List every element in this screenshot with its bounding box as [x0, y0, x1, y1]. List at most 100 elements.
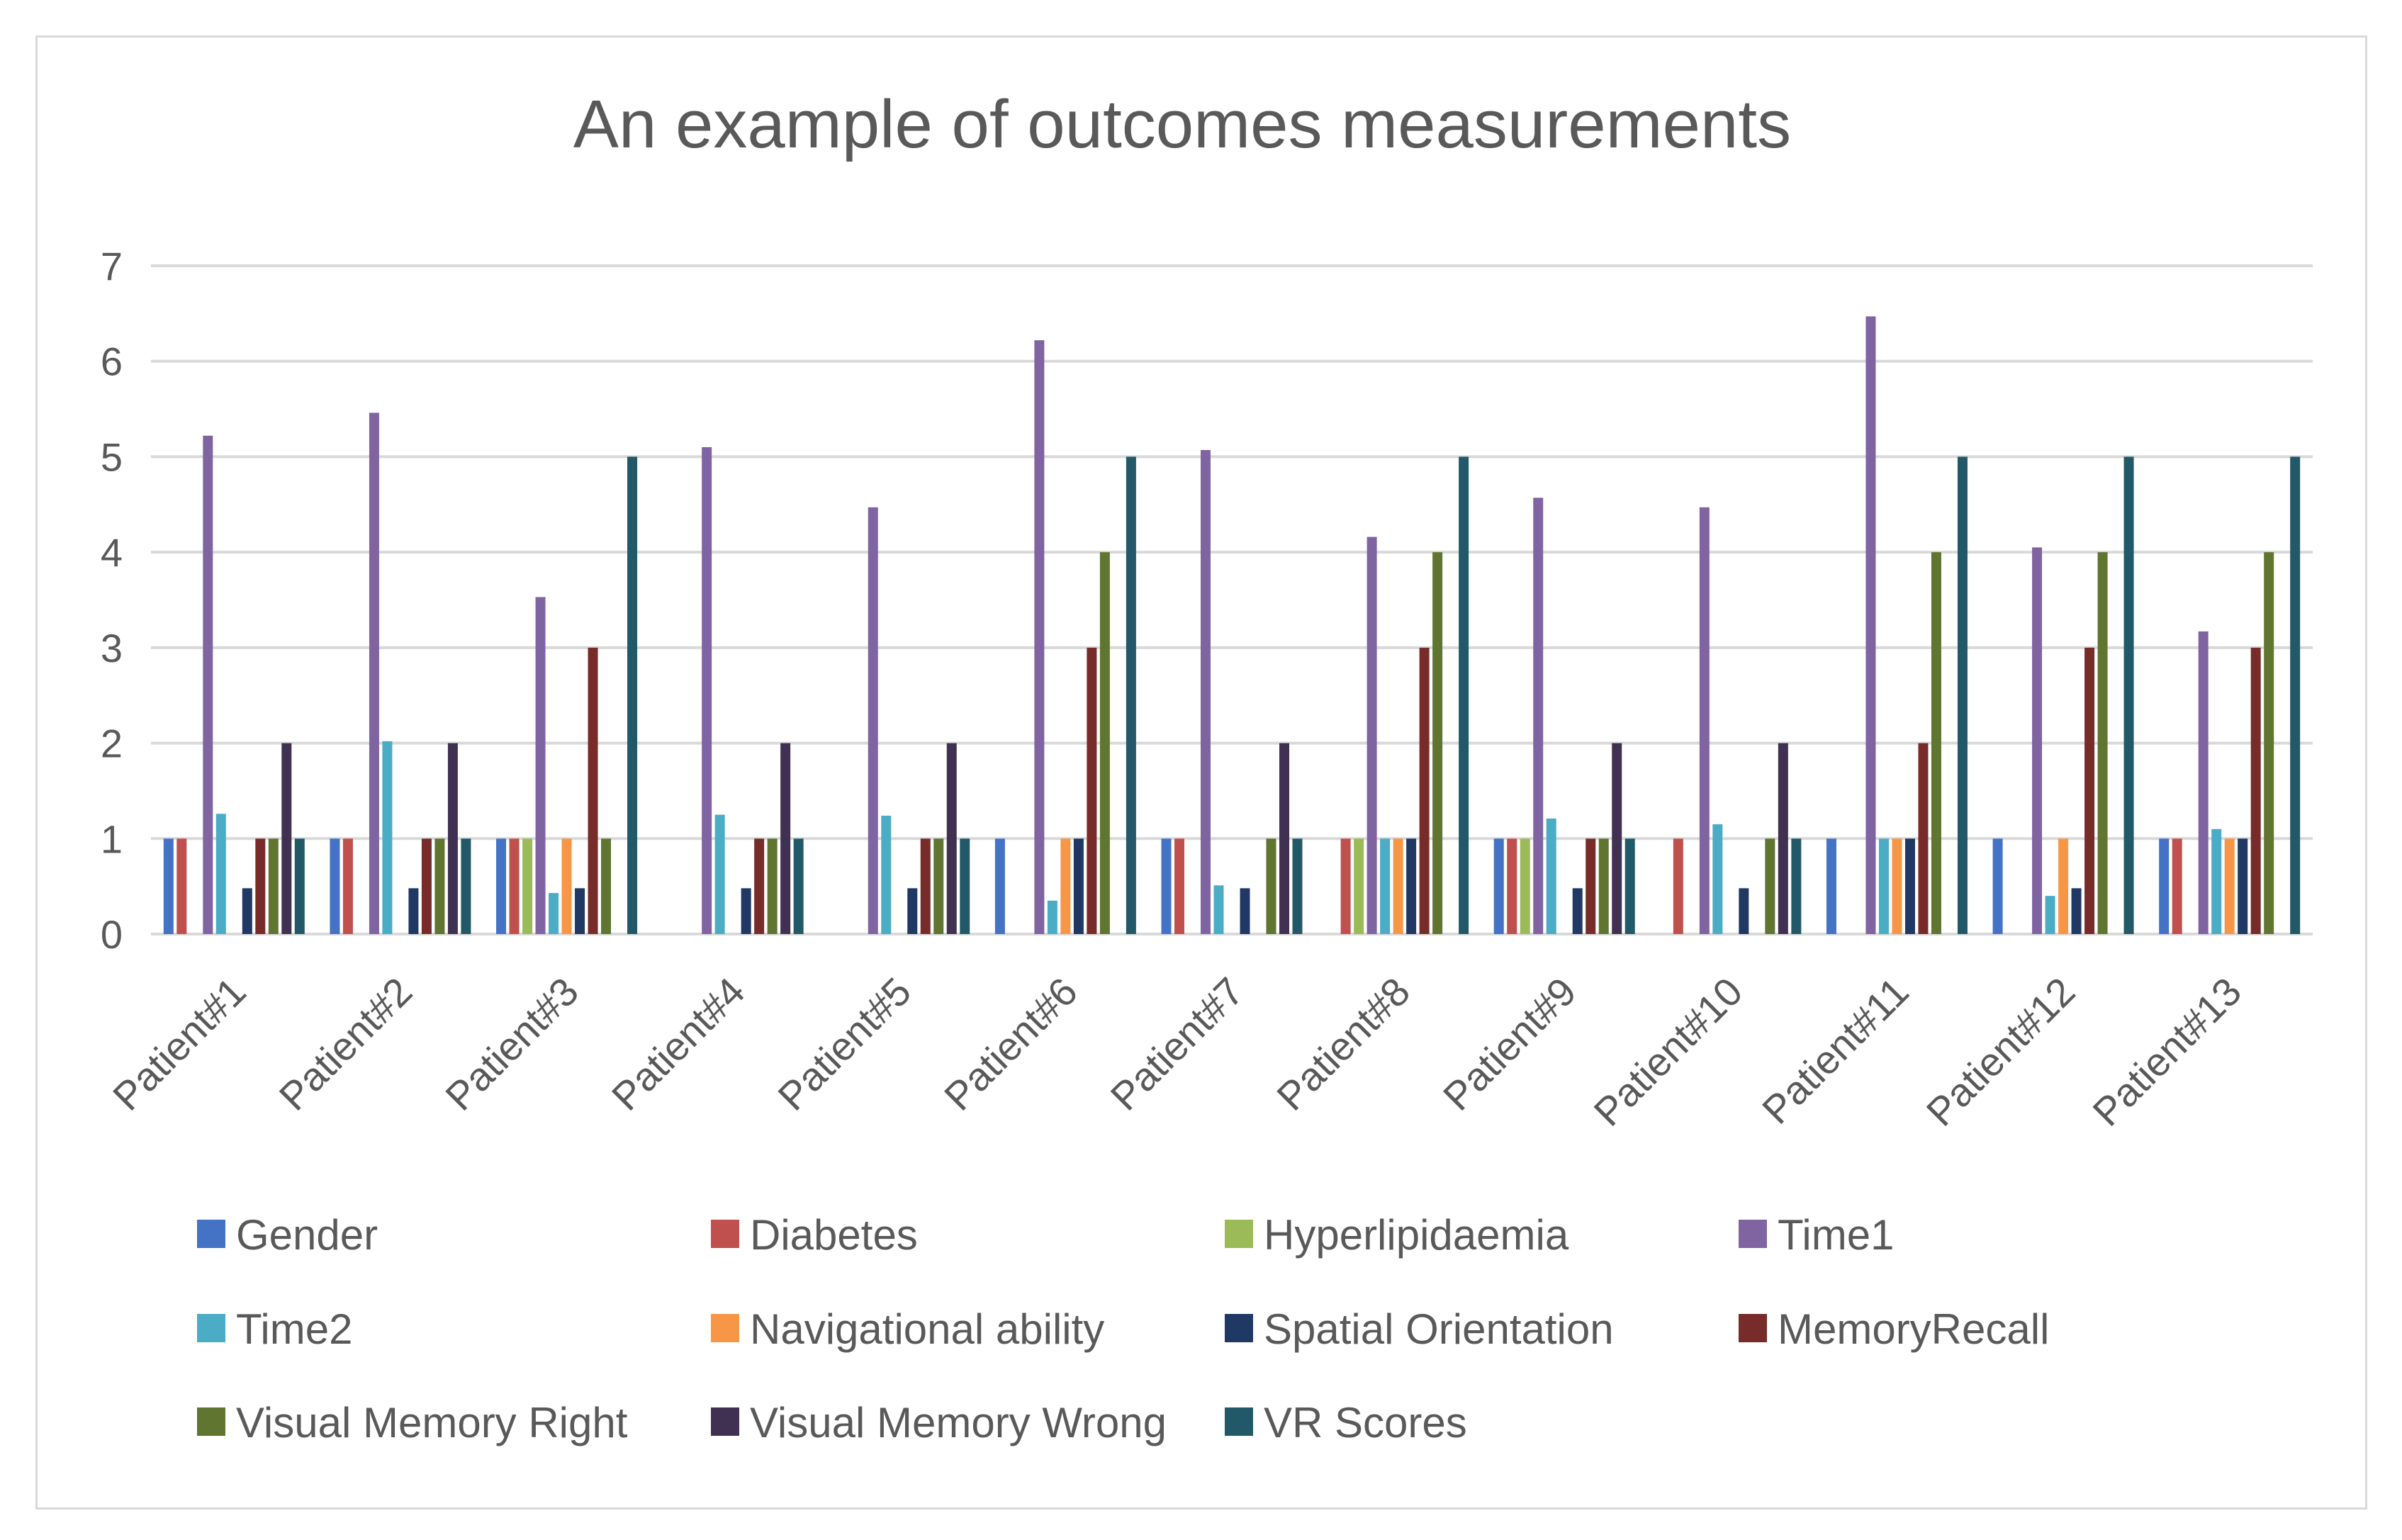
- bar-spatial-orientation-patient-10: [1739, 888, 1749, 934]
- gridlines: [151, 264, 2313, 935]
- bar-diabetes-patient-8: [1340, 838, 1351, 934]
- bar-time2-patient-1: [215, 814, 226, 934]
- bar-navigational-ability-patient-12: [2058, 838, 2069, 934]
- bar-diabetes-patient-13: [2172, 838, 2182, 934]
- legend: Gender Diabetes Hyperlipidaemia Time1 Time2 N…: [197, 1211, 2049, 1446]
- bar-time2-patient-4: [714, 814, 725, 934]
- bar-vr-scores-patient-3: [627, 456, 638, 934]
- bar-diabetes-patient-1: [176, 838, 187, 934]
- legend-item-gender: Gender: [197, 1211, 378, 1259]
- bar-spatial-orientation-patient-7: [1240, 888, 1250, 934]
- legend-swatch-hyperlipidaemia: [1225, 1220, 1253, 1248]
- legend-swatch-visual-memory-wrong: [711, 1407, 739, 1436]
- bar-time2-patient-6: [1047, 900, 1057, 934]
- bar-time1-patient-5: [868, 507, 878, 934]
- bar-gender-patient-12: [1992, 838, 2003, 934]
- x-category-label-patient-10: Patient#10: [1585, 969, 1751, 1135]
- bar-gender-patient-6: [994, 838, 1005, 934]
- bar-visual-memory-wrong-patient-9: [1612, 743, 1622, 934]
- y-tick-label-2: 2: [101, 721, 123, 766]
- bar-visual-memory-right-patient-3: [601, 838, 612, 934]
- x-category-label-patient-7: Patient#7: [1102, 969, 1252, 1119]
- bar-time2-patient-10: [1712, 824, 1723, 934]
- bar-visual-memory-wrong-patient-2: [447, 743, 458, 934]
- legend-swatch-time1: [1739, 1220, 1767, 1248]
- bar-spatial-orientation-patient-4: [741, 888, 751, 934]
- y-tick-label-4: 4: [101, 530, 123, 575]
- legend-item-time1: Time1: [1739, 1211, 1894, 1259]
- bar-time1-patient-13: [2198, 631, 2209, 934]
- legend-swatch-diabetes: [711, 1220, 739, 1248]
- bar-visual-memory-right-patient-8: [1432, 552, 1443, 934]
- bar-memoryrecall-patient-5: [920, 838, 931, 934]
- bar-visual-memory-right-patient-6: [1099, 552, 1110, 934]
- legend-swatch-navigational-ability: [711, 1314, 739, 1342]
- bar-memoryrecall-patient-11: [1918, 743, 1929, 934]
- bar-time1-patient-10: [1699, 507, 1710, 934]
- bar-spatial-orientation-patient-1: [242, 888, 252, 934]
- bar-time1-patient-8: [1366, 536, 1377, 934]
- bar-vr-scores-patient-13: [2290, 456, 2301, 934]
- bar-visual-memory-right-patient-10: [1765, 838, 1775, 934]
- bar-spatial-orientation-patient-2: [408, 888, 419, 934]
- legend-swatch-vr-scores: [1225, 1407, 1253, 1436]
- legend-label-time1: Time1: [1778, 1211, 1894, 1259]
- bar-navigational-ability-patient-13: [2224, 838, 2235, 934]
- bar-visual-memory-wrong-patient-10: [1778, 743, 1788, 934]
- bar-time1-patient-9: [1533, 498, 1544, 934]
- bar-vr-scores-patient-6: [1126, 456, 1136, 934]
- bar-memoryrecall-patient-9: [1586, 838, 1596, 934]
- bar-time2-patient-11: [1878, 838, 1889, 934]
- legend-label-vr-scores: VR Scores: [1264, 1399, 1467, 1446]
- y-tick-label-5: 5: [101, 434, 123, 479]
- bar-time1-patient-4: [702, 446, 712, 934]
- legend-swatch-time2: [197, 1314, 225, 1342]
- y-tick-label-7: 7: [101, 244, 123, 288]
- bar-time1-patient-7: [1201, 449, 1211, 934]
- bar-gender-patient-1: [163, 838, 174, 934]
- bar-memoryrecall-patient-6: [1087, 647, 1097, 934]
- legend-swatch-gender: [197, 1220, 225, 1248]
- bar-visual-memory-right-patient-5: [933, 838, 944, 934]
- bar-vr-scores-patient-11: [1957, 456, 1968, 934]
- bar-time2-patient-9: [1546, 818, 1556, 934]
- x-category-label-patient-12: Patient#12: [1918, 969, 2084, 1135]
- legend-swatch-memoryrecall: [1739, 1314, 1767, 1342]
- bar-spatial-orientation-patient-5: [907, 888, 918, 934]
- bar-visual-memory-right-patient-9: [1598, 838, 1609, 934]
- bar-navigational-ability-patient-8: [1393, 838, 1403, 934]
- bar-memoryrecall-patient-1: [255, 838, 266, 934]
- bar-gender-patient-9: [1493, 838, 1504, 934]
- x-category-label-patient-8: Patient#8: [1268, 969, 1418, 1119]
- y-tick-label-3: 3: [101, 626, 123, 670]
- bar-time1-patient-11: [1865, 316, 1876, 934]
- bar-spatial-orientation-patient-9: [1572, 888, 1583, 934]
- legend-item-hyperlipidaemia: Hyperlipidaemia: [1225, 1211, 1569, 1259]
- bar-vr-scores-patient-8: [1459, 456, 1469, 934]
- legend-swatch-spatial-orientation: [1225, 1314, 1253, 1342]
- x-axis-category-labels: Patient#1 Patient#2 Patient#3 Patient#4 Pati…: [104, 969, 2250, 1135]
- legend-item-navigational-ability: Navigational ability: [711, 1305, 1104, 1353]
- bar-diabetes-patient-2: [342, 838, 353, 934]
- bar-navigational-ability-patient-6: [1060, 838, 1071, 934]
- bar-time2-patient-13: [2211, 828, 2222, 934]
- bar-spatial-orientation-patient-3: [575, 888, 585, 934]
- bar-navigational-ability-patient-3: [561, 838, 572, 934]
- bar-spatial-orientation-patient-8: [1406, 838, 1417, 934]
- bar-time1-patient-2: [369, 412, 379, 934]
- bar-time2-patient-5: [881, 815, 892, 934]
- x-category-label-patient-13: Patient#13: [2084, 969, 2250, 1135]
- legend-label-visual-memory-right: Visual Memory Right: [236, 1399, 628, 1446]
- x-category-label-patient-6: Patient#6: [936, 969, 1086, 1119]
- bar-visual-memory-wrong-patient-1: [281, 743, 292, 934]
- x-category-label-patient-3: Patient#3: [437, 969, 587, 1119]
- chart-title: An example of outcomes measurements: [573, 86, 1791, 162]
- legend-item-visual-memory-right: Visual Memory Right: [197, 1399, 628, 1446]
- bar-navigational-ability-patient-11: [1892, 838, 1902, 934]
- legend-item-vr-scores: VR Scores: [1225, 1399, 1467, 1446]
- chart-svg: An example of outcomes measurements 0 1 2 3…: [101, 86, 2313, 1446]
- legend-item-diabetes: Diabetes: [711, 1211, 918, 1259]
- bars: [163, 316, 2301, 934]
- bar-time2-patient-2: [382, 741, 393, 934]
- bar-gender-patient-7: [1161, 838, 1172, 934]
